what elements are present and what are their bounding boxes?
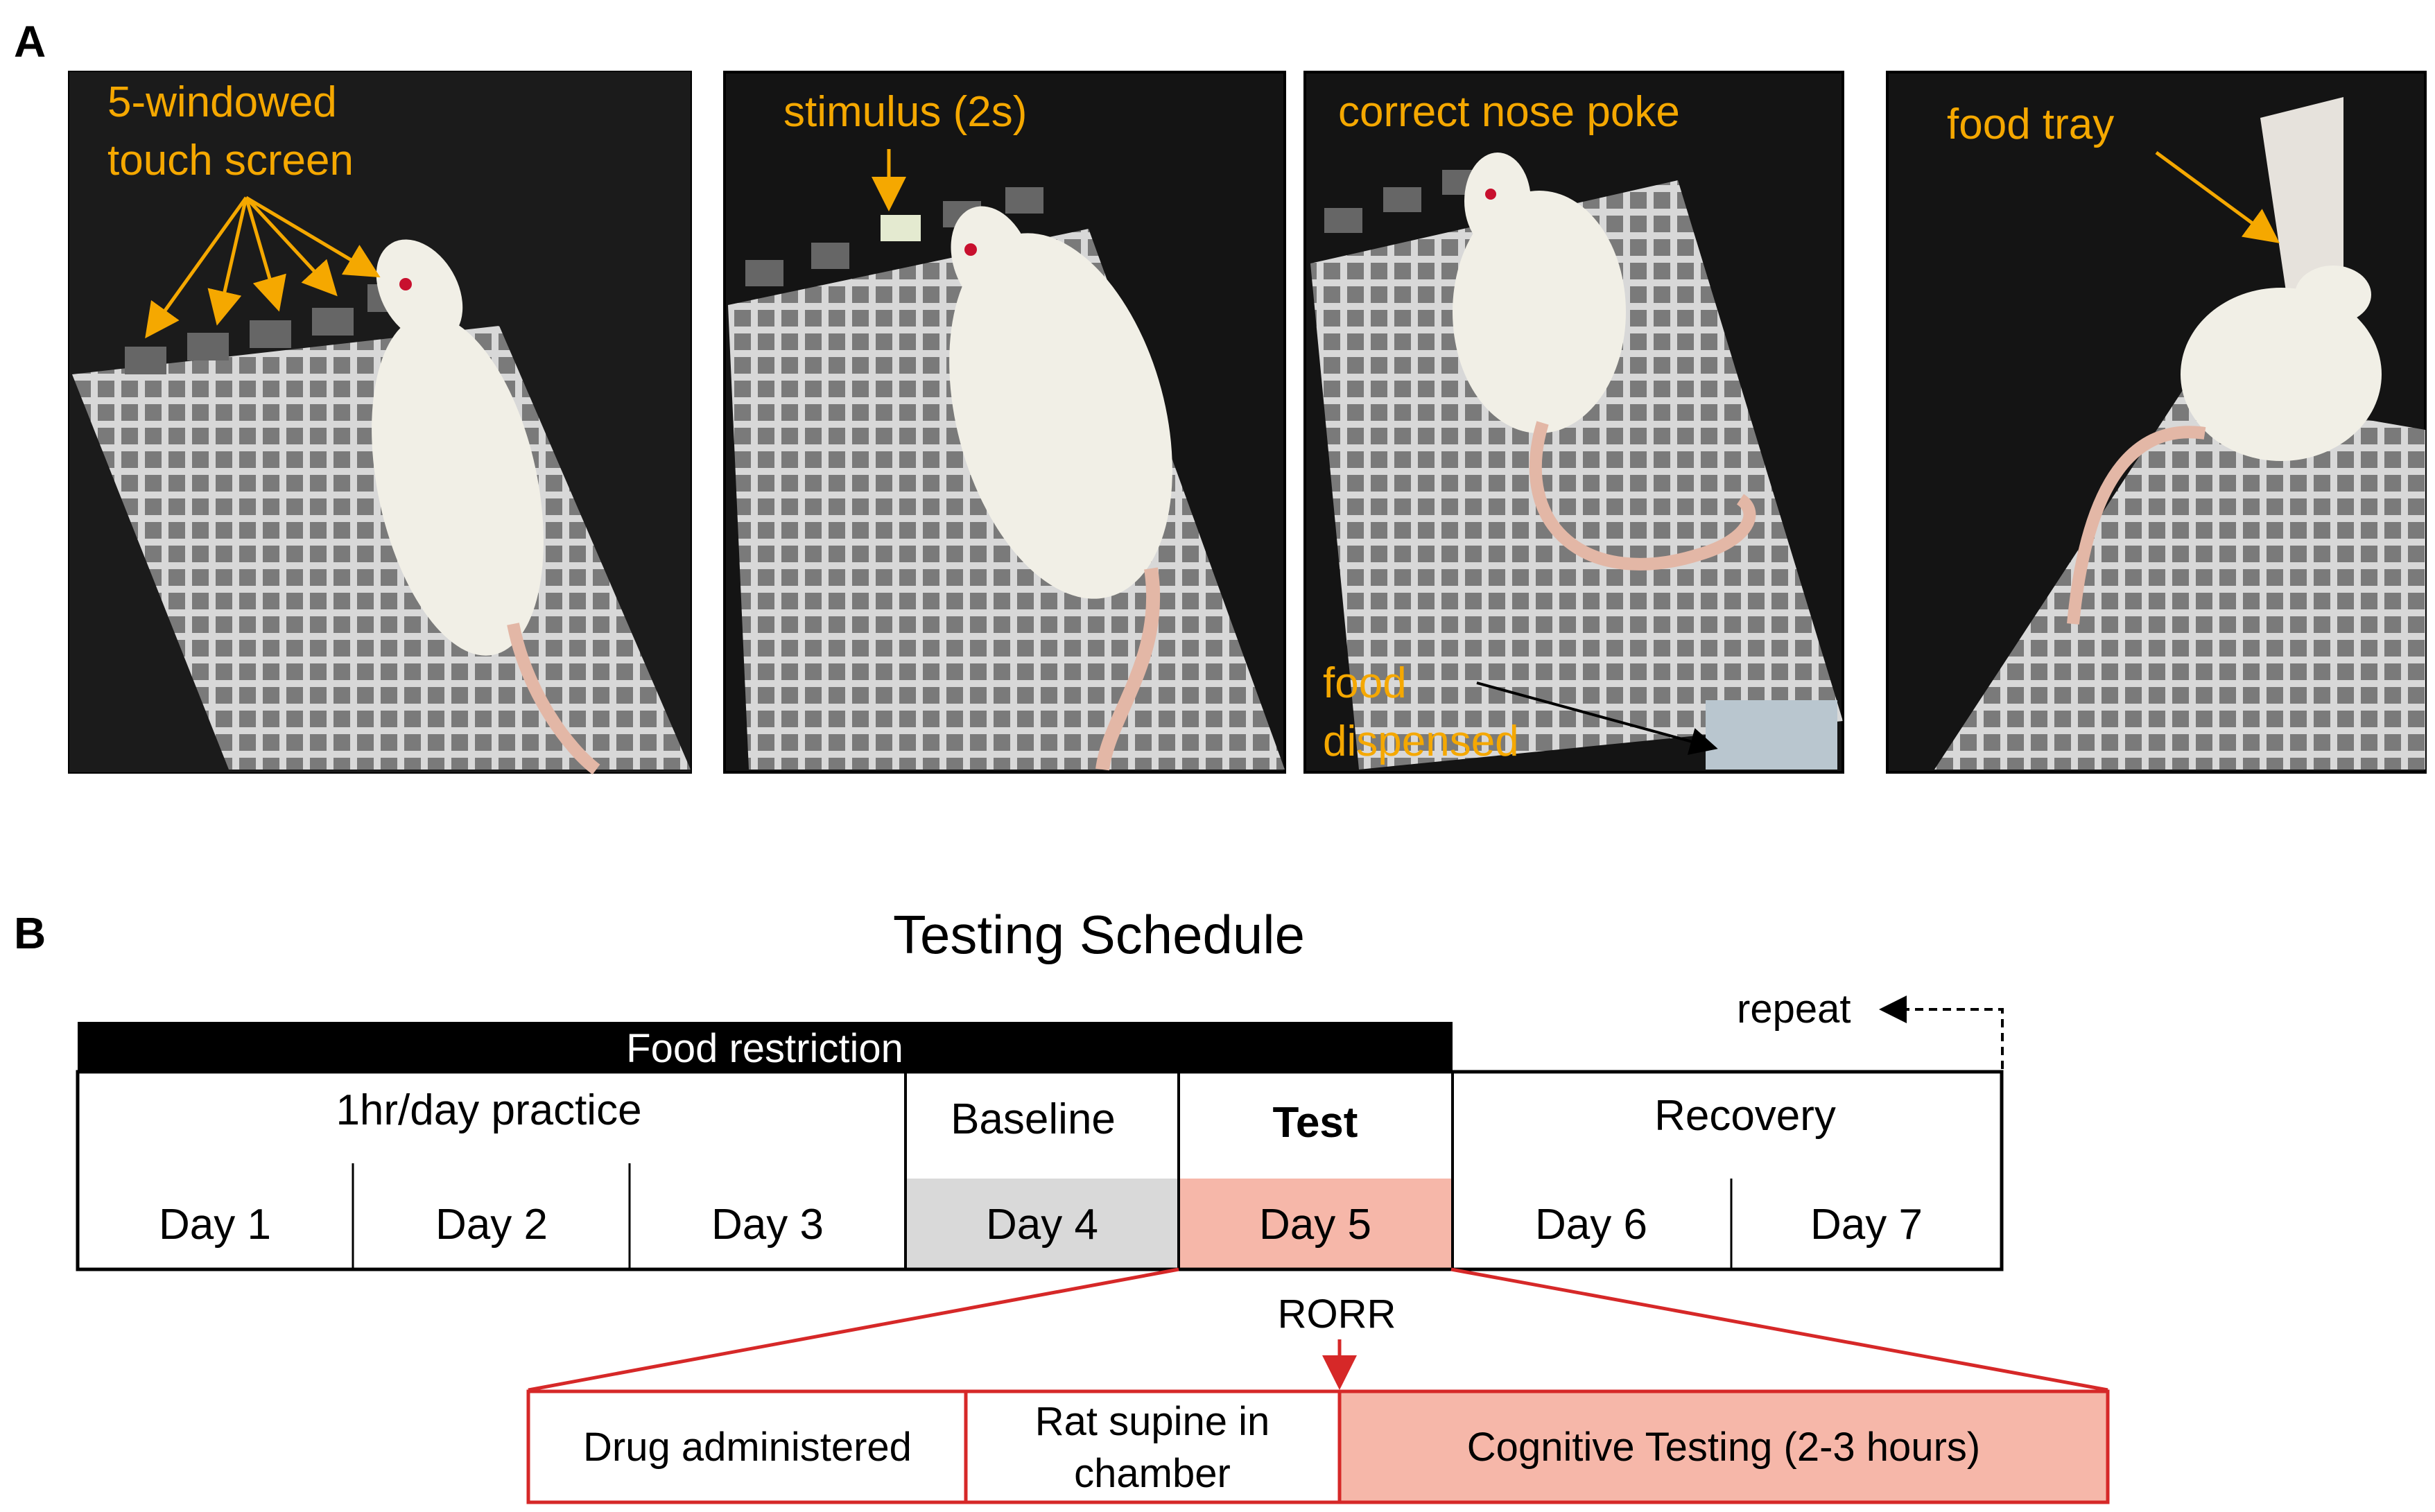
test-day-detail — [526, 1389, 2110, 1504]
step-drug: Drug administered — [583, 1425, 912, 1470]
expansion-line-right — [1450, 1267, 2108, 1392]
window-2 — [811, 243, 849, 269]
photo-1-label-line-1: 5-windowed — [107, 78, 337, 126]
lit-window — [881, 215, 921, 241]
panel-letter-a: A — [14, 17, 46, 67]
rat-head — [1464, 153, 1531, 250]
food-dispenser — [1706, 700, 1837, 770]
day-1: Day 1 — [159, 1201, 271, 1249]
rat-head — [376, 239, 463, 343]
rat-body — [2181, 288, 2382, 461]
group-test: Test — [1273, 1099, 1358, 1147]
photo-2-label: stimulus (2s) — [783, 88, 1027, 136]
group-baseline: Baseline — [951, 1095, 1116, 1143]
arrow-food-dispensed — [1476, 681, 1718, 755]
window-1 — [745, 260, 783, 286]
window-2 — [187, 333, 229, 360]
food-restriction-label: Food restriction — [626, 1026, 903, 1071]
day-6: Day 6 — [1535, 1201, 1647, 1249]
photo-food-tray: food tray — [1886, 71, 2427, 774]
day-3: Day 3 — [711, 1201, 824, 1249]
food-tray — [2260, 97, 2343, 305]
day-5: Day 5 — [1259, 1201, 1371, 1249]
arrow-window-3 — [244, 197, 286, 312]
test-day-fill — [1179, 1179, 1451, 1269]
photo-nose-poke: correct nose poke food dispensed — [1303, 71, 1844, 774]
schedule-table — [76, 1070, 2004, 1271]
rat-body — [949, 233, 1172, 599]
window-5 — [1005, 187, 1043, 214]
rat-head — [2295, 266, 2371, 324]
photo-touch-screen: 5-windowed touch screen — [68, 71, 692, 775]
photo-1-label-line-2: touch screen — [107, 137, 354, 184]
rat-tail — [2067, 426, 2206, 625]
rat-body — [372, 315, 544, 656]
window-1 — [125, 347, 166, 374]
baseline-day-fill — [907, 1179, 1177, 1269]
food-restriction-bar — [78, 1022, 1453, 1072]
photo-3-food-label-line-1: food — [1323, 659, 1407, 707]
group-recovery: Recovery — [1654, 1092, 1836, 1140]
arrow-window-2 — [207, 197, 248, 326]
floor-grid — [1934, 388, 2425, 770]
day-7: Day 7 — [1810, 1201, 1923, 1249]
window-4 — [312, 308, 354, 336]
photo-3-label: correct nose poke — [1338, 88, 1680, 136]
schedule-title: Testing Schedule — [893, 904, 1305, 965]
expansion-line-left — [528, 1267, 1179, 1392]
rorr-label: RORR — [1278, 1292, 1396, 1337]
group-practice: 1hr/day practice — [336, 1086, 641, 1134]
day-4: Day 4 — [986, 1201, 1098, 1249]
arrow-food-tray — [2155, 150, 2280, 243]
floor-grid — [1310, 180, 1843, 770]
photo-3-food-label-line-2: dispensed — [1323, 718, 1519, 765]
step-supine-line-1: Rat supine in — [1035, 1399, 1270, 1444]
arrow-window-1 — [145, 196, 248, 339]
rat-tail — [1095, 567, 1161, 771]
cognitive-testing-fill — [1340, 1391, 2108, 1502]
repeat-arrow — [1879, 996, 2004, 1069]
panel-letter-b: B — [14, 908, 46, 958]
rat-body — [1453, 191, 1626, 433]
rat-tail — [507, 623, 600, 775]
step-cognitive: Cognitive Testing (2-3 hours) — [1467, 1425, 1980, 1470]
rat-tail — [1529, 421, 1756, 571]
day-2: Day 2 — [435, 1201, 548, 1249]
arrow-window-4 — [245, 196, 338, 297]
photo-4-label: food tray — [1947, 101, 2114, 148]
rat-head — [951, 206, 1032, 314]
photo-stimulus: stimulus (2s) — [723, 71, 1286, 774]
window-1 — [1324, 208, 1362, 233]
window-2 — [1383, 187, 1421, 212]
repeat-label: repeat — [1737, 987, 1851, 1032]
window-3 — [250, 320, 291, 348]
step-supine-line-2: chamber — [1074, 1451, 1231, 1496]
arrow-window-5 — [245, 195, 381, 278]
floor-grid — [72, 326, 691, 770]
